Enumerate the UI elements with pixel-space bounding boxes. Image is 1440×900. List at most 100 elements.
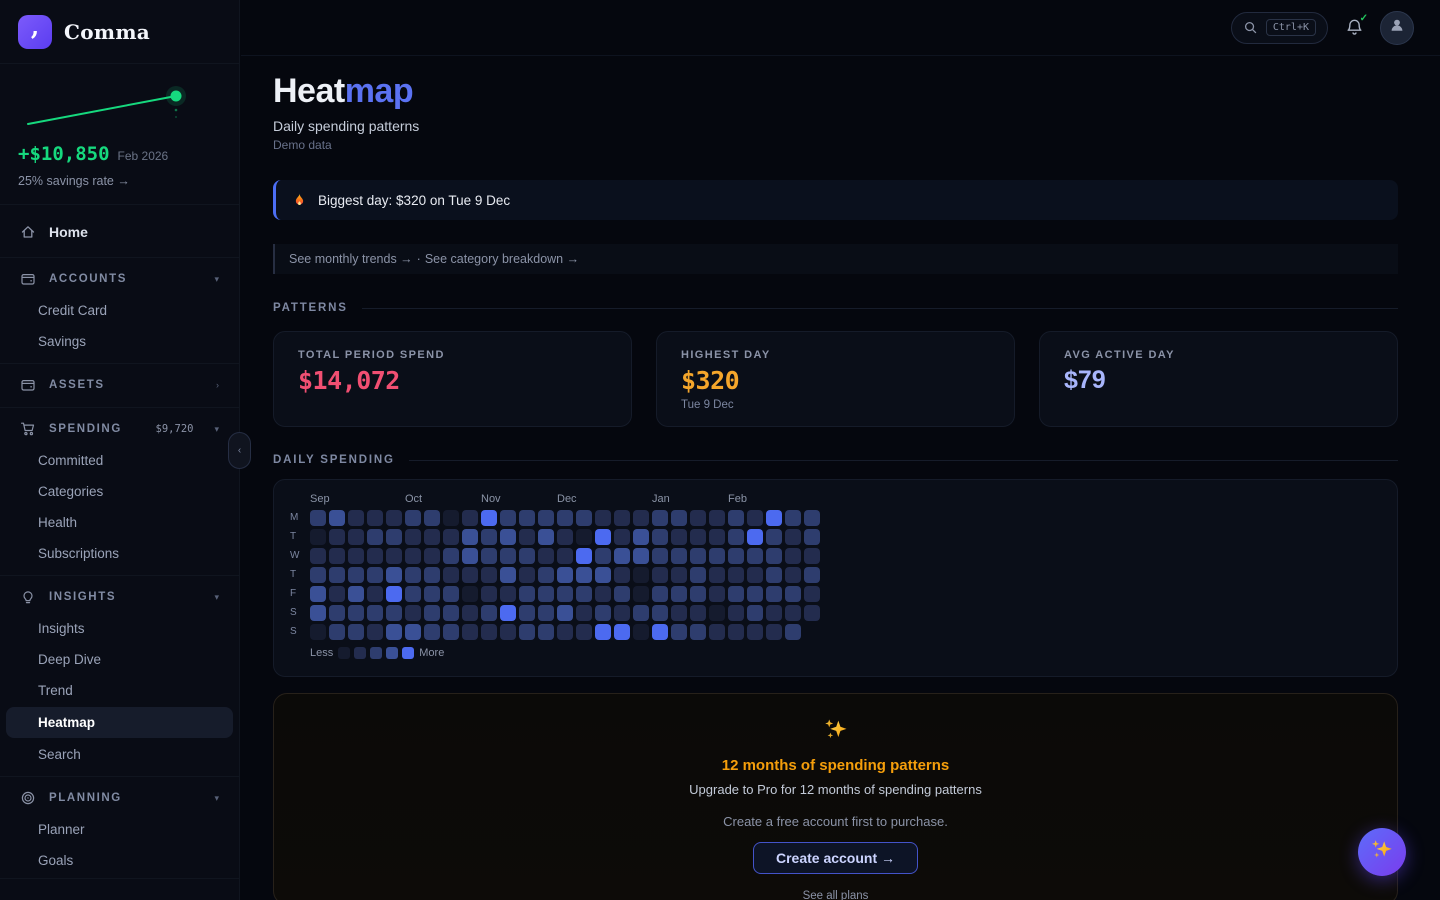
avatar[interactable] xyxy=(1380,10,1414,45)
brand[interactable]: , Comma xyxy=(0,0,239,64)
heatmap-cell[interactable] xyxy=(690,528,706,545)
heatmap-cell[interactable] xyxy=(310,509,326,526)
heatmap-cell[interactable] xyxy=(367,528,383,545)
heatmap-cell[interactable] xyxy=(671,566,687,583)
heatmap-cell[interactable] xyxy=(766,509,782,526)
heatmap-cell[interactable] xyxy=(367,547,383,564)
heatmap-cell[interactable] xyxy=(614,604,630,621)
heatmap-cell[interactable] xyxy=(424,566,440,583)
heatmap-cell[interactable] xyxy=(728,509,744,526)
heatmap-cell[interactable] xyxy=(405,566,421,583)
sidebar-section-assets[interactable]: ASSETS › xyxy=(0,368,239,401)
heatmap-cell[interactable] xyxy=(747,566,763,583)
heatmap-cell[interactable] xyxy=(633,509,649,526)
heatmap-cell[interactable] xyxy=(462,604,478,621)
heatmap-cell[interactable] xyxy=(595,509,611,526)
heatmap-cell[interactable] xyxy=(481,604,497,621)
heatmap-cell[interactable] xyxy=(481,528,497,545)
sidebar-item-insights[interactable]: Insights xyxy=(38,621,85,636)
heatmap-cell[interactable] xyxy=(747,604,763,621)
sidebar-section-planning[interactable]: PLANNING ▾ xyxy=(0,781,239,814)
heatmap-cell[interactable] xyxy=(728,585,744,602)
sidebar-item-health[interactable]: Health xyxy=(38,515,78,530)
heatmap-cell[interactable] xyxy=(386,528,402,545)
heatmap-cell[interactable] xyxy=(519,623,535,640)
heatmap-cell[interactable] xyxy=(709,509,725,526)
heatmap-cell[interactable] xyxy=(310,585,326,602)
heatmap-cell[interactable] xyxy=(557,623,573,640)
heatmap-cell[interactable] xyxy=(690,566,706,583)
heatmap-cell[interactable] xyxy=(424,623,440,640)
heatmap-cell[interactable] xyxy=(709,585,725,602)
heatmap-cell[interactable] xyxy=(500,509,516,526)
heatmap-cell[interactable] xyxy=(538,623,554,640)
heatmap-cell[interactable] xyxy=(671,623,687,640)
heatmap-cell[interactable] xyxy=(500,528,516,545)
heatmap-cell[interactable] xyxy=(614,566,630,583)
heatmap-cell[interactable] xyxy=(500,547,516,564)
heatmap-cell[interactable] xyxy=(443,585,459,602)
heatmap-cell[interactable] xyxy=(424,585,440,602)
heatmap-cell[interactable] xyxy=(690,623,706,640)
heatmap-cell[interactable] xyxy=(443,547,459,564)
heatmap-cell[interactable] xyxy=(671,604,687,621)
heatmap-cell[interactable] xyxy=(310,604,326,621)
sidebar-item-categories[interactable]: Categories xyxy=(38,484,104,499)
heatmap-cell[interactable] xyxy=(728,623,744,640)
heatmap-cell[interactable] xyxy=(747,509,763,526)
heatmap-cell[interactable] xyxy=(519,528,535,545)
heatmap-cell[interactable] xyxy=(367,604,383,621)
heatmap-cell[interactable] xyxy=(519,509,535,526)
heatmap-cell[interactable] xyxy=(633,585,649,602)
heatmap-cell[interactable] xyxy=(804,547,820,564)
heatmap-cell[interactable] xyxy=(690,585,706,602)
sidebar-item-deep-dive[interactable]: Deep Dive xyxy=(38,652,102,667)
heatmap-cell[interactable] xyxy=(424,604,440,621)
heatmap-cell[interactable] xyxy=(690,604,706,621)
heatmap-cell[interactable] xyxy=(538,547,554,564)
heatmap-cell[interactable] xyxy=(519,566,535,583)
heatmap-cell[interactable] xyxy=(652,623,668,640)
heatmap-cell[interactable] xyxy=(367,585,383,602)
heatmap-cell[interactable] xyxy=(329,566,345,583)
heatmap-cell[interactable] xyxy=(576,585,592,602)
heatmap-cell[interactable] xyxy=(671,547,687,564)
sidebar-item-planner[interactable]: Planner xyxy=(38,822,85,837)
sidebar-section-spending[interactable]: SPENDING $9,720 ▾ xyxy=(0,412,239,445)
heatmap-cell[interactable] xyxy=(652,509,668,526)
heatmap-cell[interactable] xyxy=(500,566,516,583)
sidebar-item-credit-card[interactable]: Credit Card xyxy=(38,303,108,318)
heatmap-cell[interactable] xyxy=(652,547,668,564)
sidebar-item-subscriptions[interactable]: Subscriptions xyxy=(38,546,120,561)
heatmap-cell[interactable] xyxy=(785,623,801,640)
heatmap-cell[interactable] xyxy=(557,585,573,602)
heatmap-cell[interactable] xyxy=(766,623,782,640)
heatmap-cell[interactable] xyxy=(728,604,744,621)
heatmap-cell[interactable] xyxy=(785,528,801,545)
heatmap-cell[interactable] xyxy=(481,509,497,526)
sidebar-collapse-button[interactable]: ‹ xyxy=(228,432,251,469)
heatmap-cell[interactable] xyxy=(614,509,630,526)
heatmap-cell[interactable] xyxy=(709,528,725,545)
heatmap-cell[interactable] xyxy=(310,566,326,583)
heatmap-cell[interactable] xyxy=(367,623,383,640)
heatmap-cell[interactable] xyxy=(538,566,554,583)
heatmap-cell[interactable] xyxy=(519,585,535,602)
heatmap-cell[interactable] xyxy=(576,509,592,526)
heatmap-cell[interactable] xyxy=(310,623,326,640)
heatmap-cell[interactable] xyxy=(443,604,459,621)
notifications-button[interactable]: ✓ xyxy=(1342,13,1368,40)
heatmap-cell[interactable] xyxy=(766,547,782,564)
heatmap-cell[interactable] xyxy=(386,585,402,602)
heatmap-cell[interactable] xyxy=(443,566,459,583)
heatmap-cell[interactable] xyxy=(747,528,763,545)
heatmap-cell[interactable] xyxy=(804,566,820,583)
heatmap-cell[interactable] xyxy=(386,566,402,583)
heatmap-cell[interactable] xyxy=(424,509,440,526)
heatmap-cell[interactable] xyxy=(652,604,668,621)
heatmap-cell[interactable] xyxy=(595,604,611,621)
heatmap-cell[interactable] xyxy=(766,566,782,583)
heatmap-cell[interactable] xyxy=(367,566,383,583)
heatmap-cell[interactable] xyxy=(728,547,744,564)
heatmap-cell[interactable] xyxy=(348,509,364,526)
